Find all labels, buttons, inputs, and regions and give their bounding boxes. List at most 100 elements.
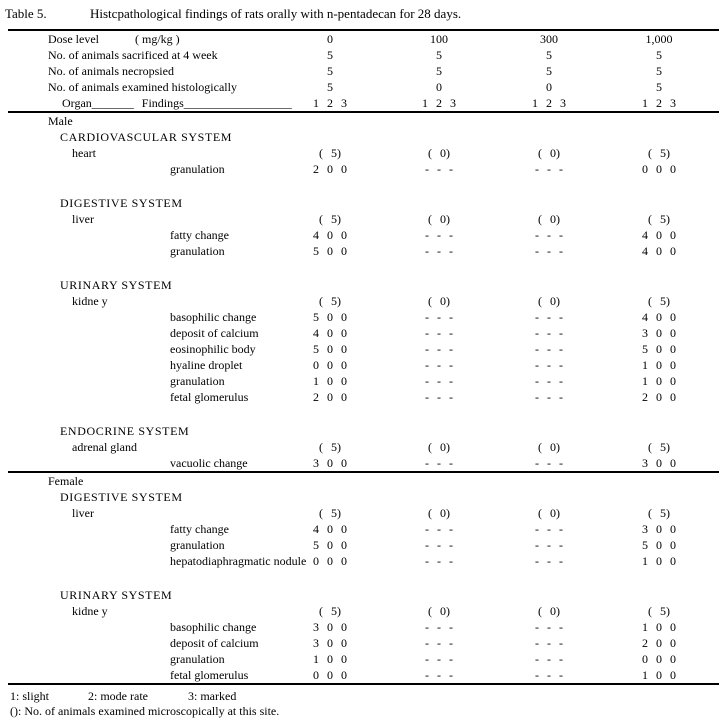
table-row-system: DIGESTIVE SYSTEM xyxy=(8,195,719,211)
grade-values: 3 0 0 xyxy=(642,326,676,340)
parentheses-note: (): No. of animals examined microscopica… xyxy=(10,704,280,718)
sex-label: Male xyxy=(48,114,73,128)
grade-values: 5 0 0 xyxy=(313,342,347,356)
grade-values: - - - xyxy=(425,390,453,404)
system-label: DIGESTIVE SYSTEM xyxy=(60,196,183,210)
dose-value: 0 xyxy=(327,32,333,46)
grade-values: - - - xyxy=(535,668,563,682)
grade-values: - - - xyxy=(535,342,563,356)
animal-count: 5 xyxy=(436,64,442,78)
examined-count: ( 0) xyxy=(428,212,450,226)
grade-values: 5 0 0 xyxy=(313,244,347,258)
grade-values: - - - xyxy=(425,668,453,682)
section-gap xyxy=(0,405,727,423)
organ-findings-row: Organ_______ Findings__________________ 1… xyxy=(8,95,719,111)
organ-findings-label: Organ_______ Findings__________________ xyxy=(8,95,292,111)
table-title-text: Histcpathological findings of rats orall… xyxy=(90,6,462,21)
dose-level-label: Dose level ( mg/kg ) xyxy=(8,31,276,47)
grade-values: - - - xyxy=(535,228,563,242)
grade-values: 1 0 0 xyxy=(642,358,676,372)
organ-column-label: Organ_______ xyxy=(62,96,134,110)
dose-value: 1,000 xyxy=(645,32,673,46)
grade-values: 0 0 0 xyxy=(313,358,347,372)
finding-label: fatty change xyxy=(170,522,229,536)
table-row-finding: hyaline droplet 0 0 0 - - - - - - 1 0 0 xyxy=(8,357,719,373)
grade-values: 1 0 0 xyxy=(642,668,676,682)
animal-count: 5 xyxy=(327,64,333,78)
sex-label: Female xyxy=(48,474,84,488)
table-row-system: URINARY SYSTEM xyxy=(8,277,719,293)
grade-values: - - - xyxy=(425,620,453,634)
system-label: URINARY SYSTEM xyxy=(60,588,173,602)
table-row-organ: heart ( 5) ( 0) ( 0) ( 5) xyxy=(8,145,719,161)
grade-values: 5 0 0 xyxy=(313,538,347,552)
examined-count: ( 5) xyxy=(648,146,670,160)
top-rule xyxy=(8,29,719,31)
finding-label: fatty change xyxy=(170,228,229,242)
grade-legend-marked: 3: marked xyxy=(188,689,237,703)
examined-count: ( 0) xyxy=(538,440,560,454)
grade-values: - - - xyxy=(425,310,453,324)
animal-count: 5 xyxy=(436,48,442,62)
animal-count: 5 xyxy=(546,48,552,62)
table-row-finding: vacuolic change 3 0 0 - - - - - - 3 0 0 xyxy=(8,455,719,471)
grade-values: - - - xyxy=(425,456,453,470)
table-row-organ: kidne y ( 5) ( 0) ( 0) ( 5) xyxy=(8,293,719,309)
organ-label: kidne y xyxy=(72,294,108,308)
table-row-system: DIGESTIVE SYSTEM xyxy=(8,489,719,505)
grade-values: 2 0 0 xyxy=(642,636,676,650)
grade-legend: 1: slight 2: mode rate 3: marked xyxy=(10,689,727,704)
table-row-system: URINARY SYSTEM xyxy=(8,587,719,603)
organ-label: adrenal gland xyxy=(72,440,137,454)
finding-label: granulation xyxy=(170,162,225,176)
grade-values: 0 0 0 xyxy=(642,162,676,176)
grade-values: - - - xyxy=(425,358,453,372)
table-row-finding: hepatodiaphragmatic nodule 0 0 0 - - - - - … xyxy=(8,553,719,569)
footnotes: 1: slight 2: mode rate 3: marked (): No. o… xyxy=(0,685,727,725)
grade-values: - - - xyxy=(425,522,453,536)
grade-values: - - - xyxy=(535,620,563,634)
finding-label: eosinophilic body xyxy=(170,342,256,356)
system-label: DIGESTIVE SYSTEM xyxy=(60,490,183,504)
grade-values: - - - xyxy=(425,554,453,568)
grade-scale-header: 1 2 3 xyxy=(422,96,456,110)
animal-count: 5 xyxy=(327,80,333,94)
section-gap xyxy=(0,177,727,195)
finding-label: basophilic change xyxy=(170,310,257,324)
info-row-label: No. of animals necropsied xyxy=(48,64,174,78)
animal-count: 0 xyxy=(436,80,442,94)
finding-label: deposit of calcium xyxy=(170,636,259,650)
table-row-finding: granulation 1 0 0 - - - - - - 0 0 0 xyxy=(8,651,719,667)
examined-count: ( 0) xyxy=(428,294,450,308)
info-row-label: No. of animals examined histologically xyxy=(48,80,237,94)
grade-values: - - - xyxy=(425,162,453,176)
section-gap xyxy=(0,259,727,277)
examined-count: ( 5) xyxy=(648,294,670,308)
table-row-organ: kidne y ( 5) ( 0) ( 0) ( 5) xyxy=(8,603,719,619)
table-row-finding: basophilic change 3 0 0 - - - - - - 1 0 0 xyxy=(8,619,719,635)
organ-label: liver xyxy=(72,506,94,520)
grade-scale-header: 1 2 3 xyxy=(642,96,676,110)
finding-label: granulation xyxy=(170,374,225,388)
system-label: URINARY SYSTEM xyxy=(60,278,173,292)
grade-values: - - - xyxy=(535,636,563,650)
grade-values: 4 0 0 xyxy=(642,228,676,242)
grade-values: - - - xyxy=(535,244,563,258)
examined-count: ( 5) xyxy=(319,506,341,520)
examined-count: ( 0) xyxy=(538,294,560,308)
organ-label: kidne y xyxy=(72,604,108,618)
dose-label-text: Dose level xyxy=(48,32,99,46)
grade-values: 5 0 0 xyxy=(642,342,676,356)
examined-count: ( 0) xyxy=(538,604,560,618)
table-number: Table 5. xyxy=(5,6,47,21)
animal-count: 5 xyxy=(656,80,662,94)
table-row-finding: fatty change 4 0 0 - - - - - - 3 0 0 xyxy=(8,521,719,537)
grade-values: 5 0 0 xyxy=(642,538,676,552)
table-row-system: ENDOCRINE SYSTEM xyxy=(8,423,719,439)
finding-label: hyaline droplet xyxy=(170,358,243,372)
table-row-sex: Female xyxy=(8,473,719,489)
examined-count: ( 5) xyxy=(648,440,670,454)
animal-count: 0 xyxy=(546,80,552,94)
examined-count: ( 5) xyxy=(319,604,341,618)
